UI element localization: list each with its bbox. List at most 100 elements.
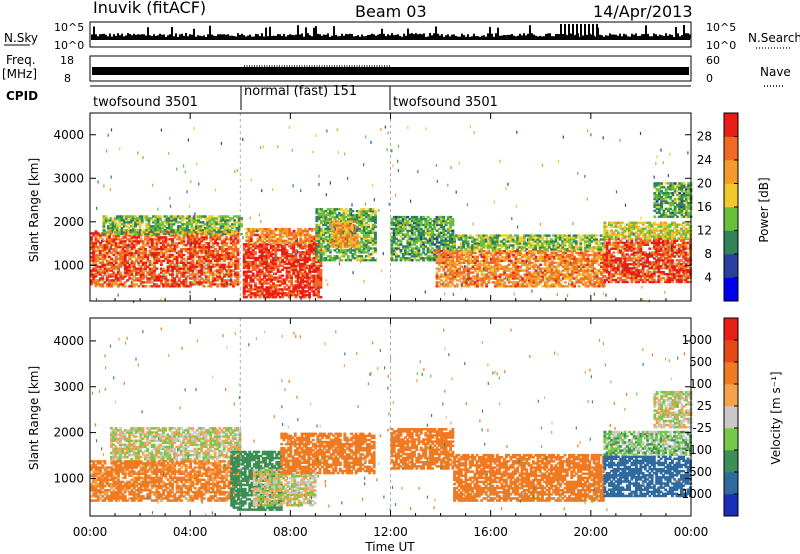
heatmap-cell <box>341 238 345 241</box>
heatmap-cell <box>229 255 233 259</box>
heatmap-cell <box>126 269 129 272</box>
heatmap-cell <box>247 247 251 250</box>
heatmap-cell <box>319 255 323 258</box>
heatmap-cell <box>371 223 375 227</box>
heatmap-cell <box>240 217 243 220</box>
heatmap-cell <box>294 251 298 254</box>
heatmap-cell <box>134 229 137 232</box>
heatmap-cell <box>415 221 419 225</box>
heatmap-cell <box>328 259 332 262</box>
heatmap-cell <box>337 212 341 215</box>
heatmap-cell <box>156 227 160 230</box>
heatmap-cell <box>159 255 163 259</box>
heatmap-cell <box>96 245 100 249</box>
heatmap-cell <box>408 221 412 225</box>
heatmap-cell <box>184 269 188 272</box>
heatmap-cell <box>332 222 336 225</box>
heatmap-cell <box>283 227 287 231</box>
heatmap-cell <box>213 232 216 236</box>
heatmap-cell <box>306 231 309 235</box>
heatmap-cell <box>305 278 309 281</box>
heatmap-cell <box>399 229 403 232</box>
heatmap-cell <box>349 251 353 254</box>
heatmap-cell <box>374 249 377 252</box>
heatmap-cell <box>168 245 172 249</box>
heatmap-cell <box>362 227 366 231</box>
heatmap-cell <box>419 215 423 219</box>
heatmap-cell <box>109 230 113 234</box>
heatmap-cell <box>194 227 198 230</box>
heatmap-cell <box>292 292 296 295</box>
heatmap-cell <box>234 247 238 251</box>
heatmap-cell <box>211 281 215 284</box>
heatmap-cell <box>130 242 134 245</box>
heatmap-cell <box>303 233 307 237</box>
heatmap-cell <box>101 279 105 282</box>
heatmap-cell <box>94 232 98 235</box>
heatmap-cell <box>225 242 229 245</box>
heatmap-cell <box>274 296 278 299</box>
heatmap-cell <box>164 238 168 241</box>
heatmap-cell <box>245 260 248 264</box>
heatmap-cell <box>147 219 151 222</box>
heatmap-cell <box>371 219 375 223</box>
heatmap-cell <box>141 253 145 257</box>
heatmap-cell <box>433 219 437 223</box>
heatmap-cell <box>188 223 192 226</box>
heatmap-cell <box>413 217 416 221</box>
heatmap-cell <box>155 249 159 253</box>
heatmap-cell <box>120 229 124 232</box>
heatmap-cell <box>337 257 341 260</box>
heatmap-cell <box>119 257 123 261</box>
heatmap-cell <box>348 220 352 223</box>
heatmap-cell <box>145 225 149 228</box>
heatmap-cell <box>154 229 158 232</box>
heatmap-cell <box>326 217 330 221</box>
heatmap-cell <box>424 223 428 227</box>
heatmap-cell <box>344 229 348 232</box>
heatmap-cell <box>317 259 321 262</box>
heatmap-cell <box>231 230 234 234</box>
heatmap-cell <box>256 292 260 295</box>
heatmap-cell <box>175 251 179 255</box>
heatmap-cell <box>130 251 134 255</box>
heatmap-cell <box>272 229 276 233</box>
heatmap-cell <box>296 284 300 287</box>
heatmap-cell <box>349 229 353 232</box>
heatmap-cell <box>245 290 248 293</box>
heatmap-cell <box>287 258 291 262</box>
heatmap-cell <box>200 251 204 255</box>
heatmap-cell <box>261 239 264 242</box>
heatmap-cell <box>269 264 273 268</box>
heatmap-cell <box>218 253 222 257</box>
heatmap-cell <box>112 244 116 247</box>
heatmap-cell <box>419 243 423 246</box>
heatmap-cell <box>292 237 296 241</box>
heatmap-cell <box>317 288 320 291</box>
heatmap-cell <box>348 244 352 247</box>
heatmap-cell <box>269 247 273 250</box>
heatmap-cell <box>249 262 253 266</box>
heatmap-cell <box>165 227 169 230</box>
heatmap-cell <box>217 227 221 230</box>
heatmap-cell <box>306 239 309 242</box>
heatmap-cell <box>200 255 204 259</box>
heatmap-cell <box>399 241 403 244</box>
heatmap-cell <box>181 215 185 218</box>
heatmap-cell <box>240 219 243 222</box>
heatmap-cell <box>201 215 205 218</box>
heatmap-cell <box>299 245 302 248</box>
heatmap-cell <box>251 260 255 264</box>
heatmap-cell <box>198 279 202 282</box>
heatmap-cell <box>245 252 248 256</box>
heatmap-cell <box>185 221 189 224</box>
heatmap-cell <box>175 259 179 263</box>
heatmap-cell <box>167 221 171 224</box>
heatmap-cell <box>191 236 195 239</box>
heatmap-cell <box>308 254 311 258</box>
heatmap-cell <box>315 212 319 215</box>
heatmap-cell <box>120 230 124 234</box>
heatmap-cell <box>110 269 114 272</box>
heatmap-cell <box>213 229 216 232</box>
